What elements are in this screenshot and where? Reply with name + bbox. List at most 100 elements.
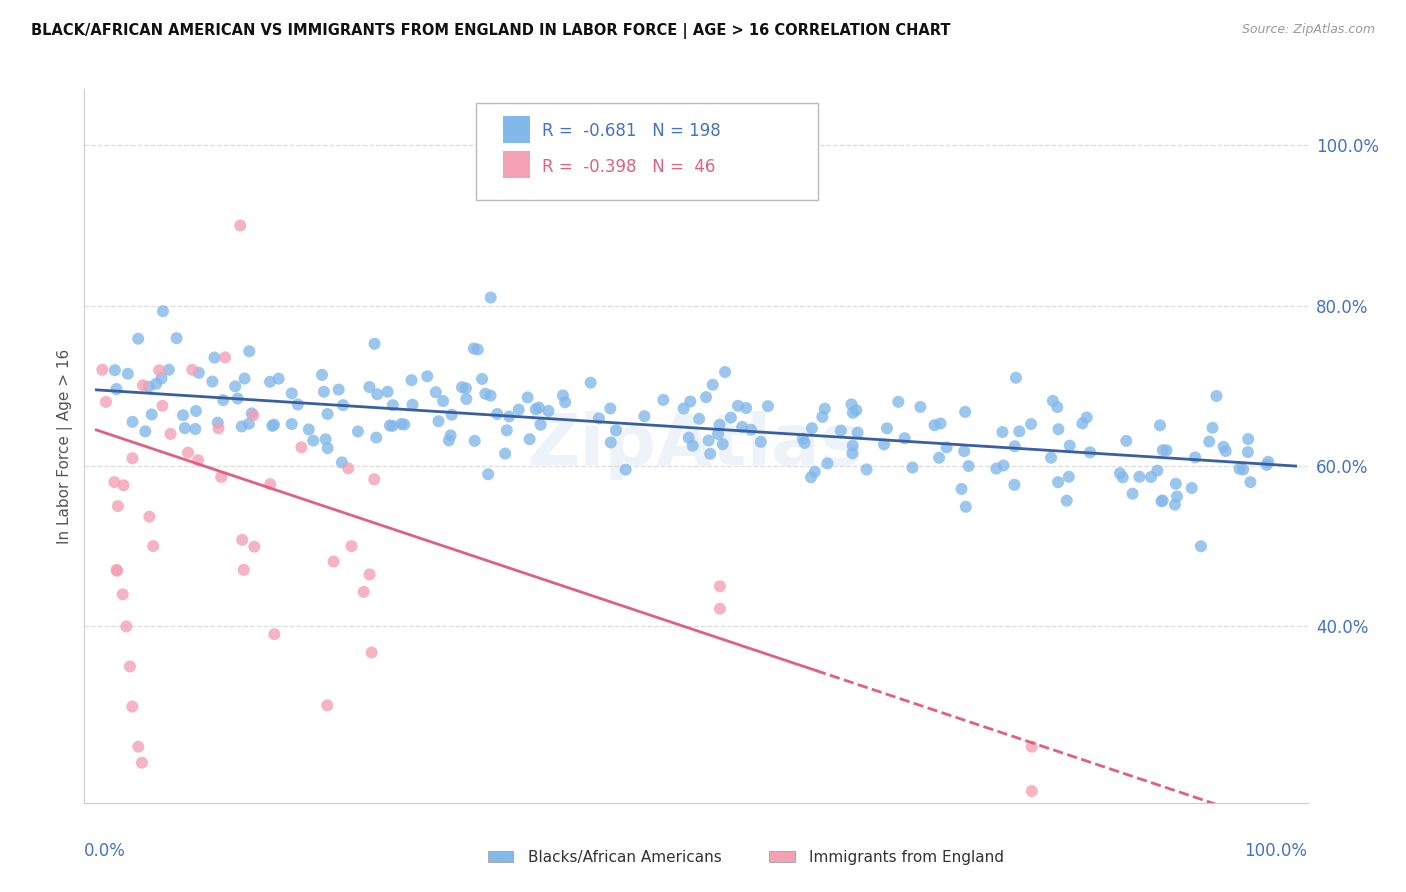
Point [855,462,877,476]
Point [232,563,254,577]
Point [117,367,139,381]
Point [714,365,737,379]
Point [830,424,852,438]
Point [347,425,370,439]
Y-axis label: In Labor Force | Age > 16: In Labor Force | Age > 16 [58,349,73,543]
Point [814,401,837,416]
Point [1152,443,1174,458]
Point [524,402,547,417]
Point [811,409,834,424]
Point [804,465,827,479]
Point [298,422,321,436]
Point [711,437,734,451]
FancyBboxPatch shape [503,152,530,178]
Point [263,627,285,641]
Point [928,450,950,465]
Point [280,386,302,401]
Point [172,409,194,423]
Point [1109,466,1132,480]
Point [1047,475,1070,490]
Point [731,420,754,434]
Point [605,423,627,437]
Point [845,403,868,417]
Point [115,619,138,633]
Point [924,418,946,433]
Point [471,372,494,386]
Point [873,437,896,451]
Point [263,417,285,432]
Point [240,406,263,420]
Point [727,399,749,413]
Point [401,373,423,387]
Point [1257,455,1279,469]
Point [901,460,924,475]
Point [184,404,207,418]
Point [551,388,574,402]
Point [159,426,181,441]
Point [287,397,309,411]
Point [1046,400,1069,414]
Point [846,425,869,440]
Point [337,461,360,475]
Point [910,400,932,414]
Point [132,378,155,392]
Point [456,392,478,406]
Point [467,343,489,357]
Point [229,219,252,233]
Point [1189,539,1212,553]
Point [842,406,865,420]
Point [148,363,170,377]
Point [479,388,502,402]
Point [508,402,530,417]
Point [157,362,180,376]
Point [290,440,312,454]
Point [1121,486,1143,500]
Point [226,392,249,406]
Point [1212,440,1234,454]
Point [142,539,165,553]
Point [756,399,779,413]
Point [127,332,149,346]
Point [451,380,474,394]
Point [177,445,200,459]
Point [800,470,823,484]
Point [842,439,865,453]
Point [1002,477,1025,491]
Point [1256,458,1278,472]
Point [134,425,156,439]
Point [280,417,302,431]
Point [709,601,731,615]
Point [707,427,730,442]
Point [138,379,160,393]
Point [599,435,621,450]
Point [679,394,702,409]
Point [381,398,404,412]
Point [1008,425,1031,439]
Point [238,344,260,359]
Point [720,410,742,425]
Point [1059,439,1081,453]
FancyBboxPatch shape [488,851,513,862]
Point [173,421,195,435]
Point [105,563,128,577]
Point [201,375,224,389]
Point [991,425,1014,439]
Point [1140,470,1163,484]
Point [986,461,1008,475]
Point [94,395,117,409]
Point [579,376,602,390]
Point [1021,739,1043,754]
Point [516,391,538,405]
Point [1150,494,1173,508]
Point [138,509,160,524]
Point [1229,462,1251,476]
Point [302,434,325,448]
Point [464,434,486,448]
Text: R =  -0.681   N = 198: R = -0.681 N = 198 [541,122,721,140]
Point [1237,432,1260,446]
Point [231,419,253,434]
Point [1215,444,1237,458]
Point [330,455,353,469]
Point [328,383,350,397]
Point [360,646,382,660]
